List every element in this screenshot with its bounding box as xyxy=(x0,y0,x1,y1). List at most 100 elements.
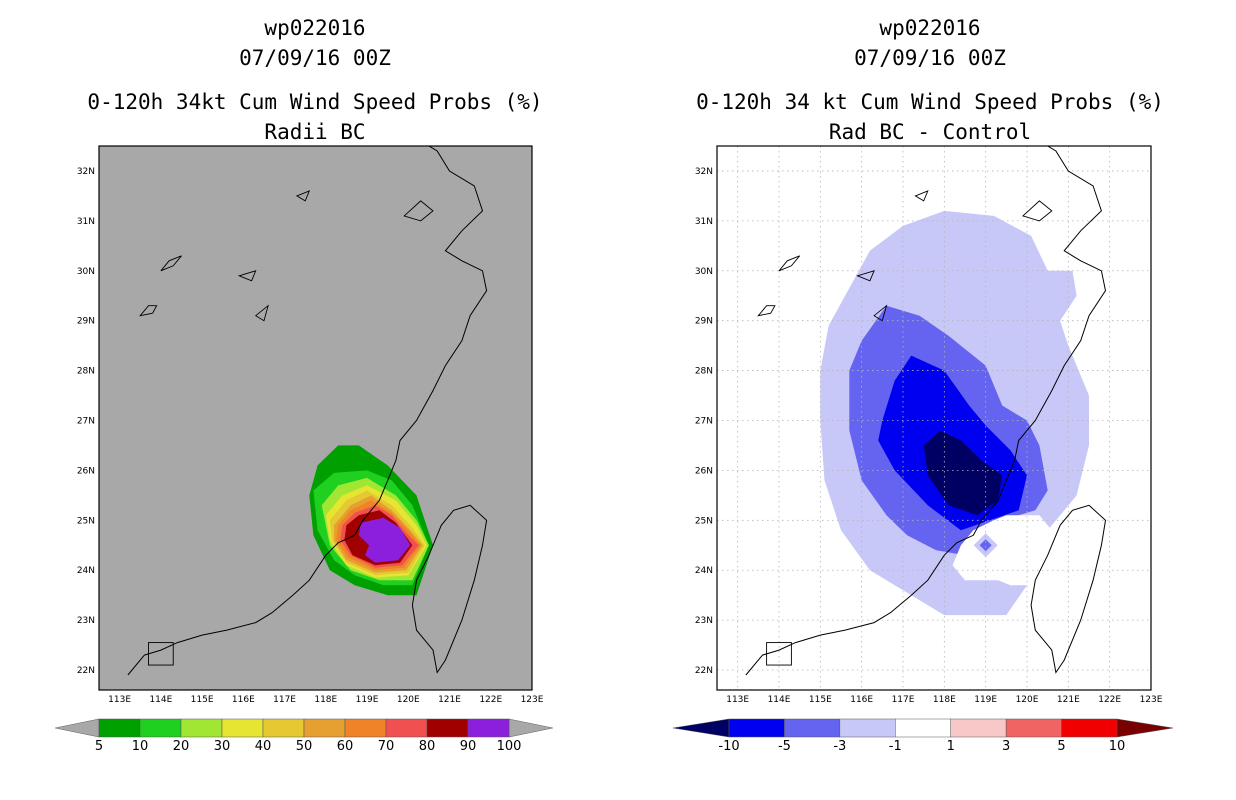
colorbar-box xyxy=(385,718,428,738)
right-xtick-label: 115E xyxy=(809,695,832,705)
left-map-background xyxy=(99,146,532,690)
left-xtick-label: 116E xyxy=(232,695,255,705)
colorbar-label: 30 xyxy=(214,739,231,754)
right-ytick-label: 29N xyxy=(695,317,713,327)
colorbar-right-end xyxy=(508,718,554,738)
right-xtick-label: 123E xyxy=(1140,695,1163,705)
right-ytick-label: 28N xyxy=(695,367,713,377)
right-ytick-label: 22N xyxy=(695,666,713,676)
right-hk-boundary xyxy=(766,642,792,666)
left-lake-outline xyxy=(254,304,269,322)
right-lake-outline xyxy=(778,255,801,272)
left-mainland-coastline xyxy=(127,146,488,676)
left-ytick-label: 30N xyxy=(77,267,95,277)
colorbar-box xyxy=(262,718,305,738)
right-lake-outline xyxy=(1022,200,1053,222)
left-xtick-label: 119E xyxy=(356,695,379,705)
left-ytick-label: 25N xyxy=(77,516,95,526)
colorbar-label: 90 xyxy=(460,739,477,754)
right-lake-outline xyxy=(757,305,776,317)
right-mainland-coastline xyxy=(745,146,1107,676)
right-chart-title: 0-120h 34 kt Cum Wind Speed Probs (%) xyxy=(696,90,1164,114)
right-chart-subtitle: Rad BC - Control xyxy=(828,120,1032,144)
right-ytick-label: 32N xyxy=(695,167,713,177)
colorbar-label: 70 xyxy=(378,739,395,754)
left-chart-title: 0-120h 34kt Cum Wind Speed Probs (%) xyxy=(87,90,543,114)
right-positive-region xyxy=(952,515,1056,586)
left-ytick-label: 29N xyxy=(77,317,95,327)
right-ytick-label: 31N xyxy=(695,217,713,227)
colorbar-box xyxy=(139,718,182,738)
right-spot-inner xyxy=(979,539,992,552)
left-xtick-label: 114E xyxy=(149,695,172,705)
colorbar-label: -1 xyxy=(889,739,902,754)
colorbar-label: -5 xyxy=(778,739,791,754)
left-hk-boundary xyxy=(148,642,174,666)
colorbar-box xyxy=(180,718,223,738)
colorbar-label: 10 xyxy=(132,739,149,754)
left-ytick-label: 27N xyxy=(77,416,95,426)
right-taiwan-outline xyxy=(1030,504,1107,674)
right-lake-outline xyxy=(873,304,888,322)
colorbar-label: 80 xyxy=(419,739,436,754)
right-lake-outline xyxy=(914,190,929,202)
colorbar-label: -3 xyxy=(833,739,846,754)
right-ytick-label: 24N xyxy=(695,566,713,576)
colorbar-label: 60 xyxy=(337,739,354,754)
colorbar-box xyxy=(467,718,510,738)
colorbar-box xyxy=(426,718,469,738)
right-ytick-label: 23N xyxy=(695,616,713,626)
right-colorbar: -10 -5 -3 -1 1 3 5 10 xyxy=(672,718,1174,754)
colorbar-label: 5 xyxy=(1057,739,1065,754)
colorbar-box xyxy=(344,718,387,738)
colorbar-label: 100 xyxy=(497,739,522,754)
right-storm-id: wp022016 xyxy=(879,16,981,40)
right-lake-outline xyxy=(856,270,875,282)
left-lake-outline xyxy=(160,255,182,272)
right-xtick-label: 119E xyxy=(974,695,997,705)
left-xtick-label: 113E xyxy=(108,695,131,705)
left-xtick-label: 118E xyxy=(314,695,337,705)
colorbar-box xyxy=(784,718,841,738)
right-ytick-label: 27N xyxy=(695,416,713,426)
colorbar-label: 5 xyxy=(95,739,103,754)
left-map-panel: 113E 114E 115E 116E 117E 118E 119E 120E 121E 122E… xyxy=(54,145,554,754)
right-xtick-label: 114E xyxy=(768,695,791,705)
colorbar-label: 50 xyxy=(296,739,313,754)
colorbar-left-end xyxy=(54,718,100,738)
left-lake-outline xyxy=(295,190,311,202)
colorbar-label: 10 xyxy=(1109,739,1126,754)
right-xtick-label: 113E xyxy=(726,695,749,705)
colorbar-box xyxy=(1061,718,1118,738)
left-ytick-label: 28N xyxy=(77,367,95,377)
colorbar-box xyxy=(98,718,141,738)
right-xtick-label: 117E xyxy=(892,695,915,705)
colorbar-box xyxy=(839,718,896,738)
left-ytick-label: 32N xyxy=(77,167,95,177)
colorbar-box xyxy=(1005,718,1062,738)
left-contour-90 xyxy=(358,517,411,563)
colorbar-label: 40 xyxy=(255,739,272,754)
left-lake-outline xyxy=(237,270,257,282)
left-xtick-label: 115E xyxy=(191,695,214,705)
colorbar-box xyxy=(303,718,346,738)
left-xtick-label: 122E xyxy=(479,695,502,705)
right-xtick-label: 122E xyxy=(1098,695,1121,705)
left-lake-outline xyxy=(403,200,434,222)
left-lake-outline xyxy=(139,305,158,317)
left-ytick-label: 24N xyxy=(77,566,95,576)
colorbar-label: 20 xyxy=(173,739,190,754)
right-map-panel: 113E 114E 115E 116E 117E 118E 119E 120E 121E 122E… xyxy=(672,145,1174,754)
colorbar-box xyxy=(950,718,1007,738)
left-xtick-label: 117E xyxy=(273,695,296,705)
colorbar-box xyxy=(221,718,264,738)
right-xtick-label: 121E xyxy=(1057,695,1080,705)
colorbar-label: -10 xyxy=(718,739,739,754)
left-xtick-label: 123E xyxy=(521,695,544,705)
left-map-frame xyxy=(98,145,533,691)
right-ytick-label: 30N xyxy=(695,267,713,277)
right-ytick-label: 25N xyxy=(695,516,713,526)
left-ytick-label: 23N xyxy=(77,616,95,626)
left-xtick-label: 121E xyxy=(438,695,461,705)
